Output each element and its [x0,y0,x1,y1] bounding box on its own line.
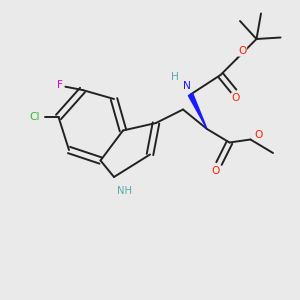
Text: O: O [231,93,240,103]
Text: N: N [183,81,191,91]
Text: H: H [171,72,179,82]
Polygon shape [188,94,207,129]
Text: Cl: Cl [29,112,40,122]
Text: NH: NH [117,185,132,196]
Text: O: O [255,130,263,140]
Text: O: O [212,166,220,176]
Text: F: F [57,80,63,91]
Text: O: O [238,46,247,56]
